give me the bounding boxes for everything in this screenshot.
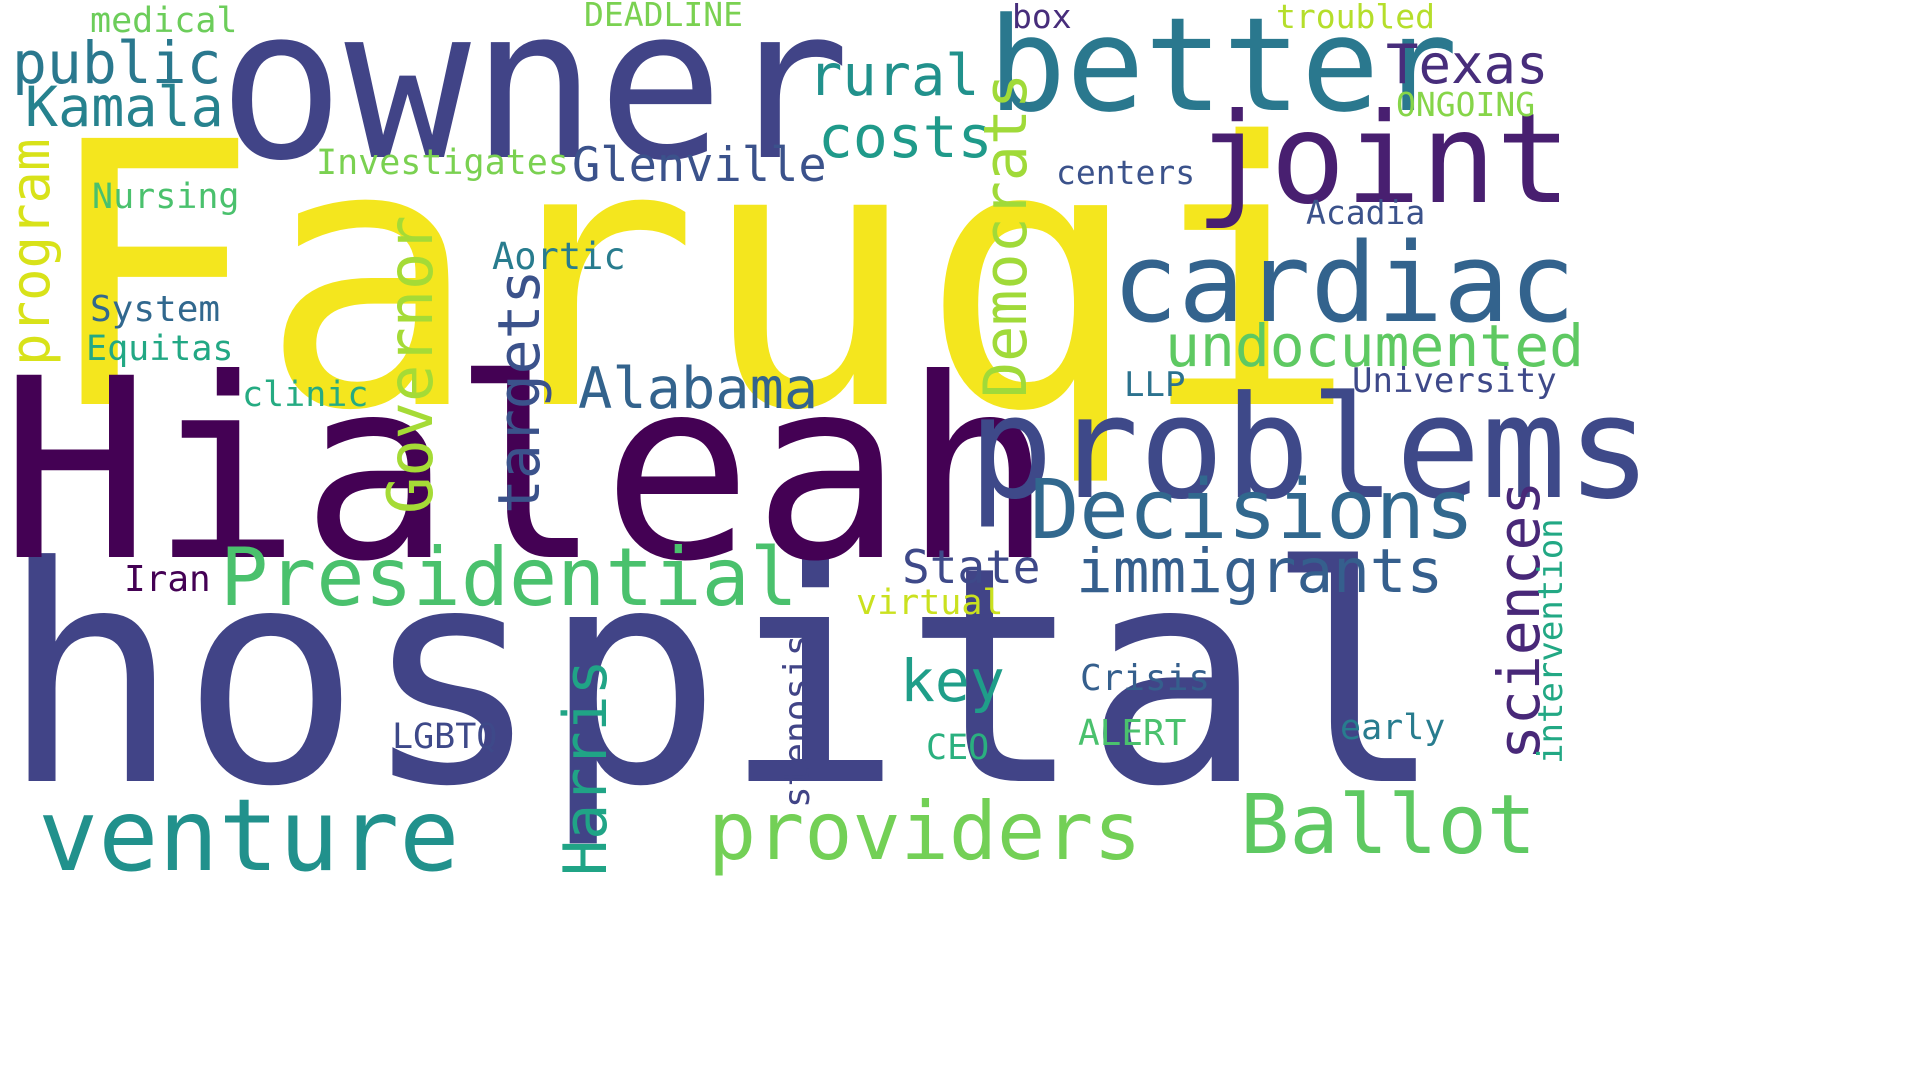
word-owner: owner: [218, 0, 851, 207]
word-hialeah: Hialeah: [0, 325, 1054, 616]
word-faruqi: Faruqi: [40, 66, 1359, 491]
word-troubled: troubled: [1276, 0, 1435, 36]
word-immigrants: immigrants: [1076, 536, 1444, 607]
word-harris: Harris: [551, 659, 621, 876]
word-centers: centers: [1056, 153, 1196, 192]
word-ongoing: ONGOING: [1396, 85, 1536, 124]
word-ballot: Ballot: [1240, 778, 1537, 873]
word-investigates: Investigates: [316, 143, 569, 183]
word-costs: costs: [818, 103, 993, 171]
word-system: System: [90, 289, 221, 330]
word-cardiac: cardiac: [1112, 219, 1576, 347]
word-problems: problems: [968, 366, 1652, 531]
word-program: program: [0, 138, 62, 366]
word-targets: targets: [485, 269, 553, 514]
word-stenosis: stenosis: [777, 634, 818, 808]
word-better: better: [988, 0, 1458, 141]
word-rural: rural: [808, 43, 980, 109]
word-joint: joint: [1195, 87, 1572, 232]
word-texas: Texas: [1386, 33, 1549, 96]
word-acadia: Acadia: [1306, 193, 1426, 232]
word-decisions: Decisions: [1030, 463, 1475, 558]
word-glenville: Glenville: [572, 138, 827, 193]
word-university: University: [1352, 361, 1557, 401]
word-medical: medical: [90, 1, 238, 41]
word-state: State: [902, 540, 1041, 594]
word-providers: providers: [708, 785, 1142, 878]
word-kamala: Kamala: [25, 75, 224, 139]
word-iran: Iran: [124, 559, 211, 600]
word-crisis: Crisis: [1080, 658, 1211, 699]
word-venture: venture: [38, 777, 460, 894]
word-virtual: virtual: [856, 583, 1004, 623]
word-key: key: [900, 647, 1005, 715]
word-ceo: CEO: [926, 728, 990, 768]
word-public: public: [12, 29, 222, 97]
word-box: box: [1012, 0, 1072, 36]
word-intervention: intervention: [1531, 518, 1571, 764]
word-lgbtq: LGBTQ: [392, 717, 498, 757]
word-alert: ALERT: [1078, 713, 1187, 754]
word-clinic: clinic: [242, 375, 369, 415]
word-hospital: hospital: [0, 503, 1445, 852]
word-alabama: Alabama: [578, 356, 819, 422]
word-llp: LLP: [1124, 365, 1186, 405]
word-aortic: Aortic: [492, 235, 626, 278]
word-deadline: DEADLINE: [584, 0, 743, 34]
word-undocumented: undocumented: [1165, 312, 1585, 380]
word-nursing: Nursing: [92, 177, 240, 217]
word-equitas: Equitas: [86, 329, 234, 369]
word-democrats: Democrats: [971, 72, 1041, 398]
word-presidential: Presidential: [220, 531, 798, 624]
word-early: early: [1340, 708, 1446, 748]
word-governor: Governor: [374, 215, 447, 514]
